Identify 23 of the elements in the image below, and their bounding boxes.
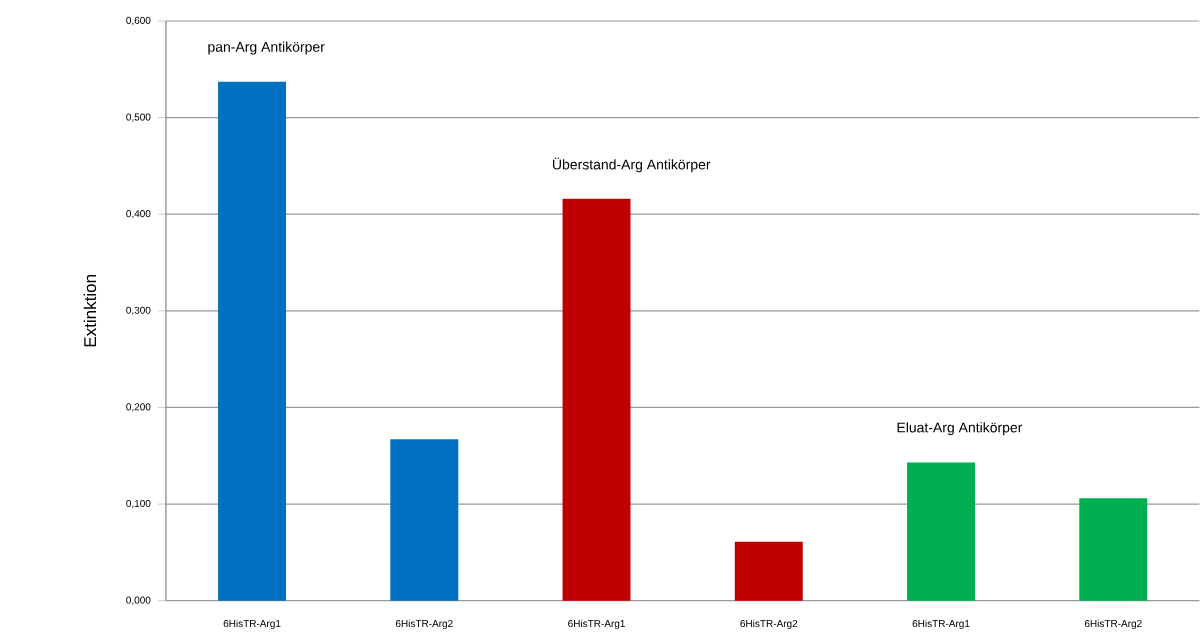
y-tick-label: 0,600 [126,17,151,26]
y-tick-label: 0,500 [126,113,151,122]
annotation: pan-Arg Antikörper [208,41,325,55]
bar [907,462,976,601]
x-tick-label: 6HisTR-Arg1 [223,619,281,630]
bar [734,541,803,601]
y-tick-label: 0,100 [126,500,151,509]
bar [390,439,459,601]
y-axis-title: Extinktion [83,275,97,347]
x-tick-label: 6HisTR-Arg2 [395,619,453,630]
x-tick-label: 6HisTR-Arg1 [568,619,625,630]
bar [562,198,631,601]
x-tick-label: 6HisTR-Arg2 [740,619,798,630]
annotation: Überstand-Arg Antikörper [552,157,711,173]
annotation: Eluat-Arg Antikörper [897,422,1023,436]
x-tick-label: 6HisTR-Arg2 [1084,619,1142,630]
bar [1079,498,1148,601]
y-tick-label: 0,200 [126,403,151,412]
y-tick-label: 0,300 [126,306,151,316]
y-tick-label: 0,000 [126,596,151,605]
y-tick-label: 0,400 [126,210,151,219]
x-tick-label: 6HisTR-Arg1 [912,619,970,630]
bar [218,82,287,601]
